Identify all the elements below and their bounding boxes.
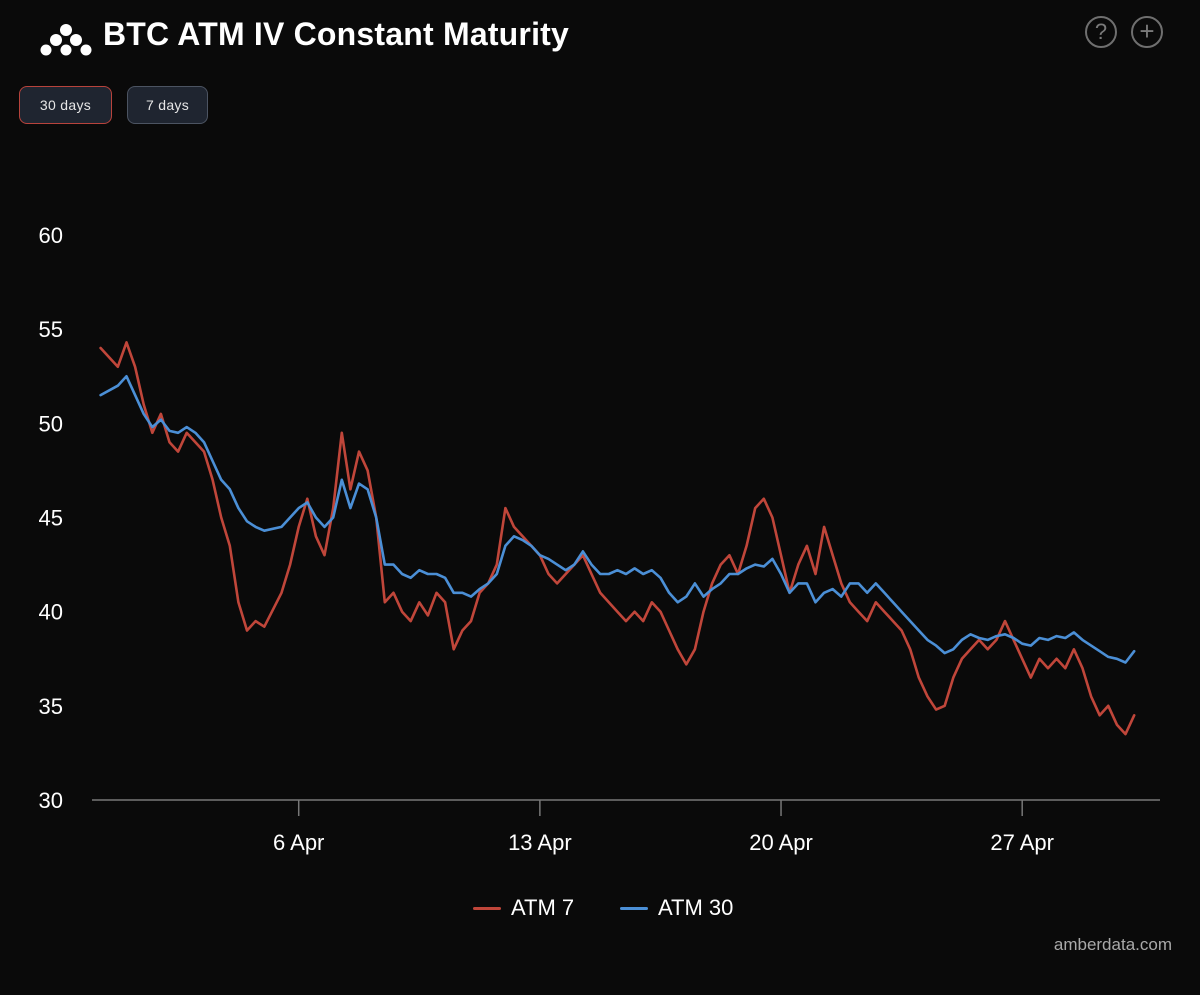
legend-label-atm-7: ATM 7 (511, 895, 575, 920)
source-credit: amberdata.com (1053, 935, 1172, 954)
series-group (99, 341, 1136, 736)
y-axis: 30 35 40 45 50 55 60 (39, 223, 63, 813)
legend-label-atm-30: ATM 30 (658, 895, 734, 920)
x-tick-label: 13 Apr (508, 830, 572, 855)
legend-swatch-atm-30 (620, 906, 648, 910)
page-title: BTC ATM IV Constant Maturity (103, 16, 570, 52)
x-tick-label: 6 Apr (273, 830, 324, 855)
amberdata-logo-icon (40, 24, 92, 56)
range-7-days-button[interactable]: 7 days (127, 86, 208, 124)
legend: ATM 7 ATM 30 (0, 893, 1200, 923)
y-tick-label: 45 (39, 506, 63, 531)
x-tick-label: 27 Apr (990, 830, 1054, 855)
y-tick-label: 40 (39, 600, 63, 625)
x-axis: 6 Apr 13 Apr 20 Apr 27 Apr (273, 800, 1054, 855)
y-tick-label: 35 (39, 694, 63, 719)
y-tick-label: 50 (39, 411, 63, 436)
range-30-days-button[interactable]: 30 days (19, 86, 112, 124)
series-line-atm-30 (99, 375, 1136, 664)
y-tick-label: 30 (39, 788, 63, 813)
legend-swatch-atm-7 (473, 906, 501, 910)
plus-icon: + (1139, 16, 1155, 46)
help-icon: ? (1094, 19, 1108, 44)
add-button[interactable]: + (1131, 16, 1163, 48)
legend-item-atm-7[interactable]: ATM 7 (473, 893, 574, 923)
y-tick-label: 55 (39, 317, 63, 342)
x-tick-label: 20 Apr (749, 830, 813, 855)
series-line-atm-7 (99, 341, 1136, 736)
chart-header: BTC ATM IV Constant Maturity ? + (0, 0, 1200, 80)
legend-item-atm-30[interactable]: ATM 30 (620, 893, 733, 923)
y-tick-label: 60 (39, 223, 63, 248)
help-button[interactable]: ? (1085, 16, 1117, 48)
